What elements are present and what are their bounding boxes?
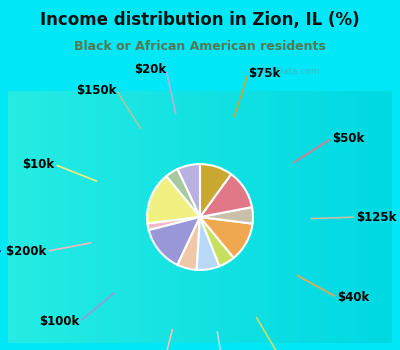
Wedge shape bbox=[148, 217, 200, 230]
Text: $20k: $20k bbox=[134, 63, 166, 76]
Text: $100k: $100k bbox=[39, 315, 80, 328]
Text: $40k: $40k bbox=[337, 291, 369, 304]
Wedge shape bbox=[200, 217, 252, 258]
Wedge shape bbox=[200, 164, 231, 217]
Wedge shape bbox=[178, 164, 200, 217]
Wedge shape bbox=[166, 169, 200, 217]
Text: $125k: $125k bbox=[356, 211, 396, 224]
Wedge shape bbox=[200, 174, 252, 217]
Wedge shape bbox=[147, 176, 200, 224]
Text: > $200k: > $200k bbox=[0, 245, 46, 258]
Text: $150k: $150k bbox=[76, 84, 116, 97]
Text: $10k: $10k bbox=[23, 158, 55, 171]
Wedge shape bbox=[200, 207, 253, 224]
Wedge shape bbox=[149, 217, 200, 265]
Wedge shape bbox=[197, 217, 220, 270]
Text: Income distribution in Zion, IL (%): Income distribution in Zion, IL (%) bbox=[40, 10, 360, 28]
Text: $75k: $75k bbox=[248, 67, 280, 80]
Text: Black or African American residents: Black or African American residents bbox=[74, 40, 326, 53]
Wedge shape bbox=[178, 217, 200, 270]
Text: $50k: $50k bbox=[332, 132, 364, 145]
Wedge shape bbox=[200, 217, 234, 266]
Text: City-Data.com: City-Data.com bbox=[256, 66, 320, 76]
